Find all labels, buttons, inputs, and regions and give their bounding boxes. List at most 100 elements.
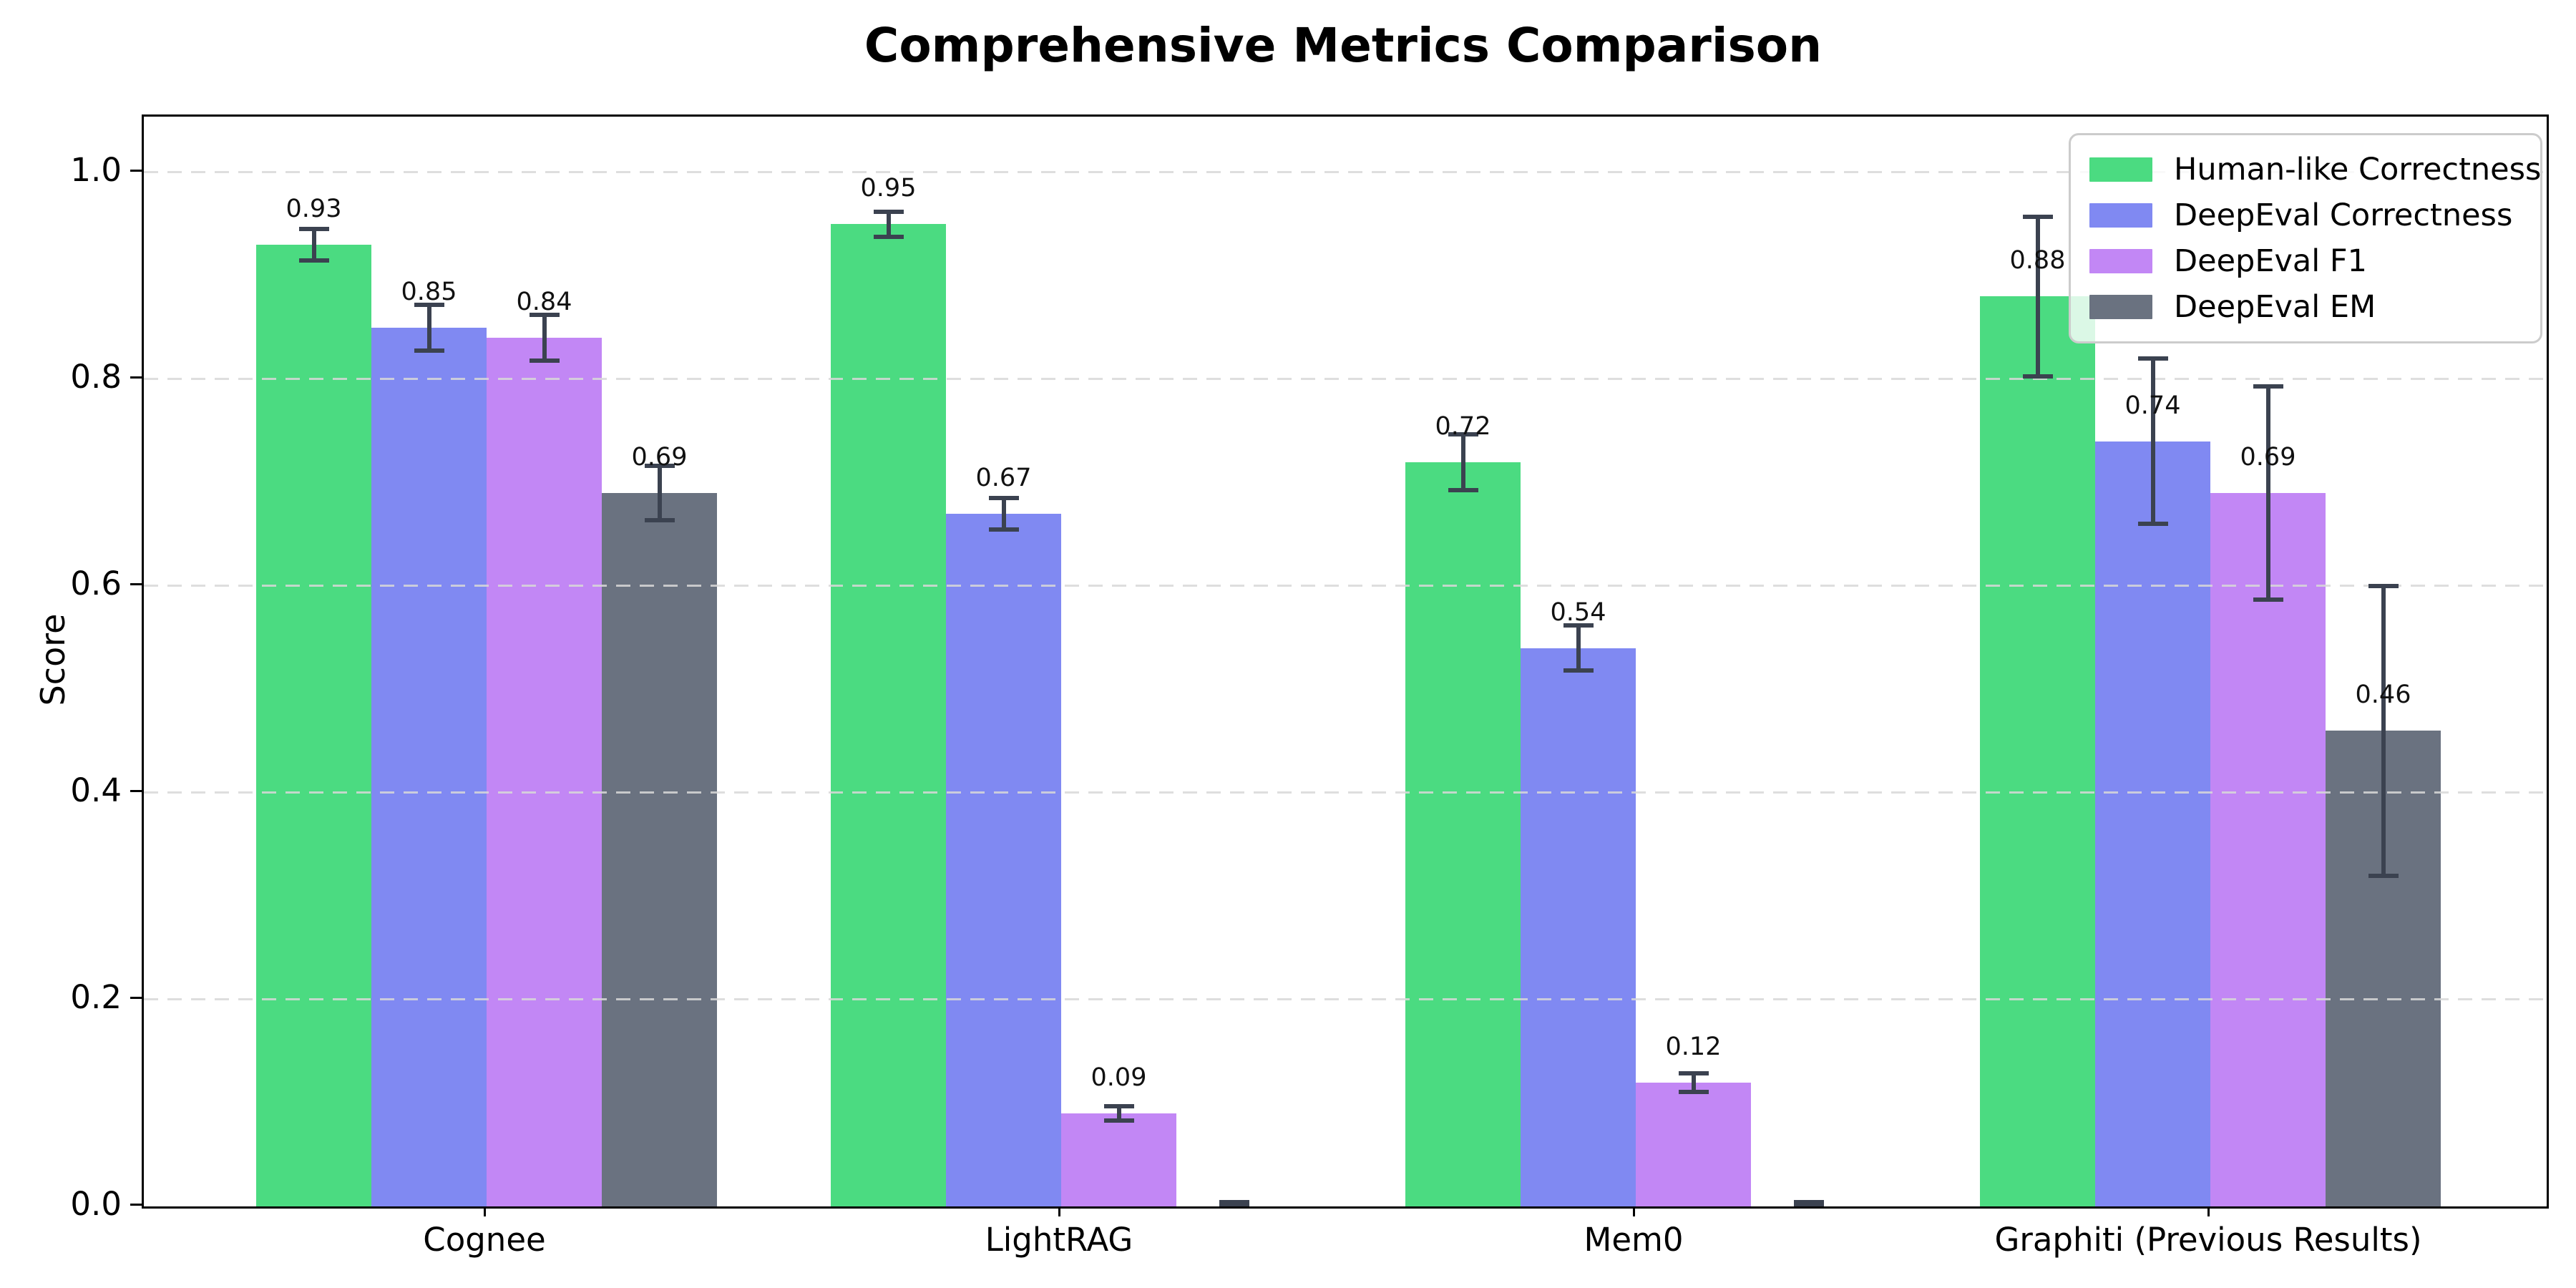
bar-value-label-graphiti-previous-results-human-like-correctness: 0.88 xyxy=(2009,246,2066,275)
bar-value-label-mem0-deepeval-f1: 0.12 xyxy=(1665,1033,1722,1061)
legend: Human-like Correctness DeepEval Correctne… xyxy=(2069,133,2542,343)
error-bar-cognee-deepeval-em xyxy=(657,466,662,520)
bar-mem0-human-like-correctness xyxy=(1405,462,1521,1206)
y-tick-0.4 xyxy=(130,790,142,792)
bar-value-label-lightrag-deepeval-f1: 0.09 xyxy=(1091,1063,1147,1092)
y-tick-1.0 xyxy=(130,170,142,172)
error-cap-top xyxy=(988,496,1019,500)
bar-value-label-lightrag-deepeval-correctness: 0.67 xyxy=(975,464,1032,492)
error-cap-top xyxy=(2022,215,2053,219)
error-cap-bottom xyxy=(1563,668,1594,673)
error-cap-top xyxy=(873,210,904,214)
error-cap-bottom xyxy=(1793,1202,1824,1206)
error-cap-top xyxy=(529,313,560,317)
error-cap-bottom xyxy=(2368,874,2399,878)
x-tick-mem0 xyxy=(1633,1206,1635,1216)
error-cap-bottom xyxy=(873,235,904,239)
error-cap-bottom xyxy=(2137,522,2168,526)
x-tick-label-graphiti-previous-results: Graphiti (Previous Results) xyxy=(1994,1221,2422,1259)
y-tick-0.8 xyxy=(130,376,142,379)
gridline-y-0.6 xyxy=(144,585,2547,587)
y-tick-label-0.4: 0.4 xyxy=(70,771,122,809)
error-cap-top xyxy=(2137,356,2168,361)
error-bar-lightrag-deepeval-correctness xyxy=(1001,498,1006,530)
y-tick-label-0.6: 0.6 xyxy=(70,565,122,602)
error-cap-top xyxy=(1103,1104,1134,1108)
gridline-y-0.4 xyxy=(144,791,2547,794)
error-cap-top xyxy=(1678,1071,1709,1075)
bar-graphiti-previous-results-human-like-correctness xyxy=(1980,296,2095,1206)
error-cap-bottom xyxy=(529,358,560,363)
error-cap-top xyxy=(1448,432,1478,436)
error-bar-graphiti-previous-results-deepeval-f1 xyxy=(2265,386,2270,600)
error-cap-top xyxy=(1563,623,1594,628)
error-cap-top xyxy=(414,303,444,307)
bar-graphiti-previous-results-deepeval-f1 xyxy=(2210,493,2326,1206)
bar-cognee-human-like-correctness xyxy=(256,245,371,1206)
y-tick-label-0.2: 0.2 xyxy=(70,978,122,1016)
error-cap-top xyxy=(2368,584,2399,588)
bar-cognee-deepeval-correctness xyxy=(371,328,487,1206)
error-cap-bottom xyxy=(1219,1202,1249,1206)
bar-value-label-graphiti-previous-results-deepeval-f1: 0.69 xyxy=(2240,443,2296,472)
error-cap-bottom xyxy=(414,348,444,353)
error-bar-graphiti-previous-results-deepeval-correctness xyxy=(2150,358,2155,524)
error-cap-bottom xyxy=(1448,488,1478,492)
bar-value-label-cognee-deepeval-f1: 0.84 xyxy=(516,288,572,316)
error-cap-bottom xyxy=(1678,1090,1709,1094)
legend-label-deepeval-correctness: DeepEval Correctness xyxy=(2174,197,2513,233)
error-bar-cognee-deepeval-correctness xyxy=(426,305,431,351)
gridline-y-0.8 xyxy=(144,378,2547,380)
error-cap-bottom xyxy=(988,527,1019,532)
bar-value-label-cognee-deepeval-em: 0.69 xyxy=(631,443,688,472)
x-tick-cognee xyxy=(484,1206,486,1216)
error-bar-lightrag-deepeval-f1 xyxy=(1116,1106,1121,1121)
y-tick-label-1.0: 1.0 xyxy=(70,151,122,189)
bar-value-label-cognee-human-like-correctness: 0.93 xyxy=(286,195,342,223)
y-tick-0.0 xyxy=(130,1204,142,1206)
error-bar-cognee-human-like-correctness xyxy=(311,229,316,260)
legend-swatch-deepeval-correctness xyxy=(2089,203,2152,228)
gridline-y-0.2 xyxy=(144,998,2547,1000)
error-cap-top xyxy=(2253,384,2283,389)
error-bar-graphiti-previous-results-deepeval-em xyxy=(2381,586,2386,876)
legend-swatch-deepeval-em xyxy=(2089,295,2152,319)
bar-value-label-mem0-deepeval-correctness: 0.54 xyxy=(1550,598,1606,627)
gridline-y-1 xyxy=(144,171,2547,173)
bar-value-label-graphiti-previous-results-deepeval-correctness: 0.74 xyxy=(2124,391,2181,420)
legend-row-deepeval-f1: DeepEval F1 xyxy=(2089,238,2522,284)
error-bar-graphiti-previous-results-human-like-correctness xyxy=(2035,217,2040,376)
legend-label-deepeval-f1: DeepEval F1 xyxy=(2174,243,2367,279)
error-bar-mem0-deepeval-correctness xyxy=(1576,625,1581,670)
legend-row-deepeval-em: DeepEval EM xyxy=(2089,284,2522,330)
error-cap-bottom xyxy=(2253,597,2283,602)
bar-mem0-deepeval-f1 xyxy=(1636,1083,1751,1206)
x-tick-lightrag xyxy=(1058,1206,1060,1216)
bar-cognee-deepeval-f1 xyxy=(487,338,602,1206)
error-cap-top xyxy=(644,464,675,468)
chart-title: Comprehensive Metrics Comparison xyxy=(864,18,1823,73)
error-bar-cognee-deepeval-f1 xyxy=(542,315,547,361)
legend-label-deepeval-em: DeepEval EM xyxy=(2174,288,2376,325)
bar-lightrag-deepeval-correctness xyxy=(946,514,1061,1206)
bar-lightrag-deepeval-f1 xyxy=(1061,1113,1176,1206)
legend-row-human-like-correctness: Human-like Correctness xyxy=(2089,147,2541,192)
y-tick-label-0.0: 0.0 xyxy=(70,1185,122,1223)
error-cap-top xyxy=(298,227,329,231)
legend-row-deepeval-correctness: DeepEval Correctness xyxy=(2089,192,2522,238)
y-tick-0.2 xyxy=(130,997,142,999)
x-tick-label-mem0: Mem0 xyxy=(1584,1221,1684,1259)
bar-lightrag-human-like-correctness xyxy=(831,224,946,1206)
error-cap-bottom xyxy=(644,518,675,522)
bar-value-label-cognee-deepeval-correctness: 0.85 xyxy=(401,278,457,306)
y-tick-0.6 xyxy=(130,583,142,585)
x-tick-graphiti-previous-results xyxy=(2207,1206,2210,1216)
legend-label-human-like-correctness: Human-like Correctness xyxy=(2174,151,2542,187)
error-bar-mem0-human-like-correctness xyxy=(1460,434,1465,490)
bar-graphiti-previous-results-deepeval-correctness xyxy=(2095,441,2210,1206)
bar-value-label-lightrag-human-like-correctness: 0.95 xyxy=(860,174,917,203)
error-cap-bottom xyxy=(298,258,329,263)
legend-swatch-human-like-correctness xyxy=(2089,157,2152,182)
x-tick-label-cognee: Cognee xyxy=(423,1221,546,1259)
